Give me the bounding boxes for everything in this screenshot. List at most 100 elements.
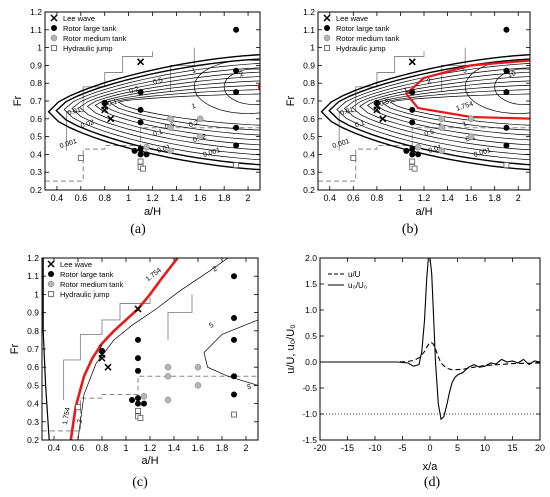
rotor-large-point xyxy=(503,142,510,149)
lee-wave-point xyxy=(47,260,55,268)
panel-label: (a) xyxy=(130,222,146,237)
panel-c: 0.4 0.6 0.8 1 1.2 1.4 1.6 1.8 2 0.2 0.3 0.4 0.5 0.6 0.… xyxy=(9,253,259,490)
contour-label: 1.754 xyxy=(455,101,474,113)
y-tick-label: 0.4 xyxy=(27,399,39,409)
x-tick-label: 0.6 xyxy=(72,443,85,453)
y-axis-label: Fr xyxy=(12,95,24,106)
contour-label: 0.01 xyxy=(156,144,171,155)
y-tick-label: 0.8 xyxy=(30,78,42,88)
rotor-large-point xyxy=(137,119,144,126)
lee-wave-point xyxy=(408,58,416,66)
x-tick-label: 1.4 xyxy=(441,193,454,203)
y-tick-label: -0.5 xyxy=(302,383,317,393)
y-tick-label: 1.1 xyxy=(30,25,42,35)
rotor-large-point xyxy=(233,26,240,33)
contour-label: 0.2 xyxy=(188,120,200,130)
rotor-large-point xyxy=(409,106,416,113)
y-axis-label: Fr xyxy=(9,343,21,354)
y-axis-label: Fr xyxy=(285,95,297,106)
inner-contour xyxy=(193,59,260,114)
rotor-large-point xyxy=(403,147,410,154)
legend-label: Hydraulic jump xyxy=(63,44,113,53)
contour-label: 0.5 xyxy=(152,77,164,87)
lee-wave-point xyxy=(323,14,331,22)
hydraulic-jump-point xyxy=(137,415,144,422)
contour-line xyxy=(109,89,260,131)
x-tick-label: 0.4 xyxy=(48,443,61,453)
y-tick-label: 1.1 xyxy=(303,25,315,35)
legend-label: Rotor medium tank xyxy=(63,34,127,43)
legend-label: u/U xyxy=(348,270,361,279)
y-tick-label: 2.0 xyxy=(305,253,317,263)
rotor-large-point xyxy=(135,336,141,343)
panel-d: -20 -15 -10 -5 0 5 10 15 20 -1.5 -1.0 -0.5 0.0 0.5 1.0… xyxy=(285,253,545,490)
x-tick-label: 0.4 xyxy=(324,193,337,203)
regime-boundary xyxy=(169,47,195,93)
contour-label: 10 xyxy=(507,70,517,79)
red-contour xyxy=(257,82,260,92)
rotor-large-point xyxy=(131,147,138,154)
contour-label: 0.01 xyxy=(428,144,443,155)
legend-label: Rotor medium tank xyxy=(336,34,400,43)
contour-label: 1 xyxy=(191,103,197,111)
y-tick-label: 1.2 xyxy=(303,7,315,17)
x-tick-label: 15 xyxy=(507,443,517,453)
rotor-medium-point xyxy=(467,133,475,140)
rotor-large-point xyxy=(231,315,237,322)
rotor-large-point xyxy=(415,151,422,158)
contour-line xyxy=(94,80,260,141)
y-tick-label: 1.1 xyxy=(27,271,39,281)
y-tick-label: 0.4 xyxy=(30,149,42,159)
y-tick-label: 0.6 xyxy=(30,114,42,124)
contour-label: 2 xyxy=(76,419,84,425)
contour-label: 0.1 xyxy=(107,98,119,108)
y-tick-label: 1.5 xyxy=(305,279,317,289)
contour-label: 0.001 xyxy=(202,147,221,159)
legend-label: Lee wave xyxy=(63,14,95,23)
lee-wave-point xyxy=(134,305,142,313)
contour-label: 0.1 xyxy=(152,129,164,139)
x-tick-label: 2 xyxy=(516,193,521,203)
y-tick-label: 0.5 xyxy=(30,132,42,142)
rotor-large-point xyxy=(231,391,237,398)
rotor-medium-point xyxy=(164,373,172,380)
y-tick-label: 0.3 xyxy=(27,417,39,427)
rotor-medium-point xyxy=(438,147,445,155)
rotor-large-point xyxy=(135,367,141,374)
rotor-large-point xyxy=(409,89,416,96)
y-tick-label: 0.5 xyxy=(305,331,317,341)
rotor-large-point xyxy=(135,400,141,407)
contour-line xyxy=(336,63,530,161)
lee-wave-point xyxy=(104,363,112,371)
contour-label: 2 xyxy=(212,265,219,273)
contour-line xyxy=(71,67,260,156)
plot-frame xyxy=(41,257,259,441)
contour-line xyxy=(79,71,260,151)
hydraulic-jump-point xyxy=(48,291,54,297)
rotor-medium-point xyxy=(467,115,475,123)
contour-label: 0.5 xyxy=(379,98,391,108)
lee-wave-point xyxy=(107,115,115,123)
y-tick-label: 1 xyxy=(37,43,42,53)
contour-label: 0.02 xyxy=(80,119,95,130)
y-tick-label: -1.0 xyxy=(302,409,317,419)
x-tick-label: 1.6 xyxy=(192,443,205,453)
rotor-medium-point xyxy=(143,144,150,151)
rotor-large-point xyxy=(231,336,237,343)
hydraulic-jump-point xyxy=(75,404,81,411)
rotor-medium-point xyxy=(438,115,445,123)
lee-wave-point xyxy=(137,58,145,66)
y-axis-label: u/U, u₀/U₀ xyxy=(285,324,297,373)
rotor-medium-point xyxy=(167,147,174,155)
rotor-large-point xyxy=(51,25,57,31)
plot-frame xyxy=(319,257,541,441)
contour-label: 0.01 xyxy=(67,107,82,118)
x-tick-label: 1 xyxy=(123,443,128,453)
rotor-large-point xyxy=(137,146,144,153)
contour-label: 0.01 xyxy=(339,107,354,118)
regime-boundary xyxy=(338,51,425,151)
contour-line xyxy=(86,76,260,146)
rotor-medium-point xyxy=(167,115,174,123)
series-group xyxy=(320,258,540,421)
rotor-medium-point xyxy=(140,393,148,400)
